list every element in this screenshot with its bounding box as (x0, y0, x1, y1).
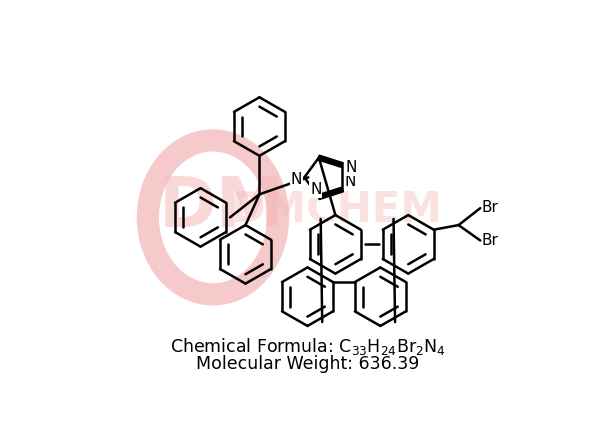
Text: N: N (310, 182, 322, 197)
Text: DMCHEM: DMCHEM (230, 190, 442, 232)
Text: N: N (344, 175, 356, 189)
Text: Chemical Formula: $\mathregular{C_{33}H_{24}Br_{2}N_{4}}$: Chemical Formula: $\mathregular{C_{33}H_… (170, 336, 445, 357)
Text: Br: Br (482, 233, 499, 248)
Text: DM: DM (158, 175, 286, 241)
Text: N: N (346, 160, 357, 175)
Text: Br: Br (482, 200, 499, 215)
Text: N: N (291, 172, 302, 187)
Text: Molecular Weight: 636.39: Molecular Weight: 636.39 (196, 355, 419, 373)
